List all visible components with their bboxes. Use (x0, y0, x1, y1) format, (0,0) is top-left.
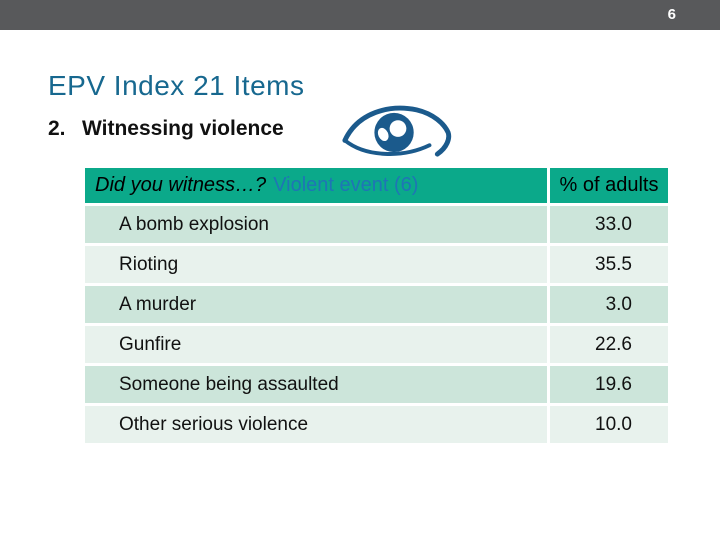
table-row: Gunfire 22.6 (85, 326, 668, 363)
table-row: A murder 3.0 (85, 286, 668, 323)
page-title: EPV Index 21 Items (48, 70, 305, 101)
subtitle-text: Witnessing violence (82, 117, 284, 140)
question-highlight: Violent event (6) (273, 174, 419, 196)
eye-icon (342, 105, 452, 157)
table-row: Rioting 35.5 (85, 246, 668, 283)
table-row: Someone being assaulted 19.6 (85, 366, 668, 403)
table-row: A bomb explosion 33.0 (85, 206, 668, 243)
value-header-cell: % of adults (550, 168, 668, 203)
slide-number: 6 (667, 6, 676, 23)
top-bar: 6 (0, 0, 720, 30)
row-label: Someone being assaulted (85, 366, 547, 403)
row-value: 22.6 (550, 326, 668, 363)
table-header-row: Did you witness…? Violent event (6) % of … (85, 168, 668, 203)
table-row: Other serious violence 10.0 (85, 406, 668, 443)
row-value: 35.5 (550, 246, 668, 283)
question-label: Did you witness…? (95, 174, 267, 196)
row-value: 33.0 (550, 206, 668, 243)
row-label: Rioting (85, 246, 547, 283)
row-value: 3.0 (550, 286, 668, 323)
row-value: 19.6 (550, 366, 668, 403)
row-label: Other serious violence (85, 406, 547, 443)
subtitle: 2. Witnessing violence (48, 117, 284, 141)
row-value: 10.0 (550, 406, 668, 443)
row-label: Gunfire (85, 326, 547, 363)
subtitle-number: 2. (48, 117, 66, 140)
epv-table: Did you witness…? Violent event (6) % of … (82, 165, 671, 446)
row-label: A bomb explosion (85, 206, 547, 243)
question-header-cell: Did you witness…? Violent event (6) (85, 168, 547, 203)
row-label: A murder (85, 286, 547, 323)
